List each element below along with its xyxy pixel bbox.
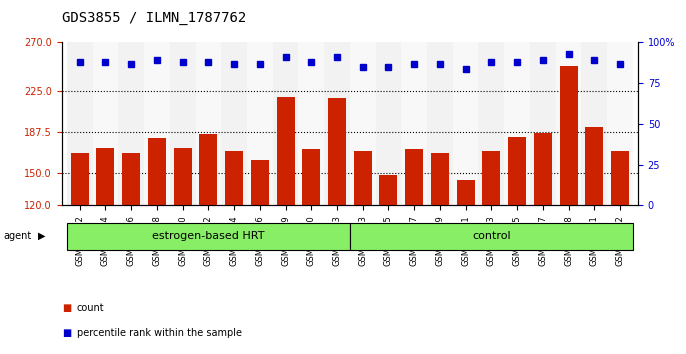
- Bar: [457, 180, 475, 205]
- Text: GDS3855 / ILMN_1787762: GDS3855 / ILMN_1787762: [62, 11, 246, 25]
- Bar: [118, 42, 144, 205]
- Text: control: control: [472, 231, 510, 241]
- Bar: [427, 42, 453, 205]
- Bar: [375, 42, 401, 205]
- Bar: [508, 137, 526, 205]
- Text: count: count: [77, 303, 104, 313]
- Bar: [324, 42, 350, 205]
- Bar: [607, 42, 632, 205]
- Bar: [221, 42, 247, 205]
- Bar: [453, 42, 478, 205]
- Bar: [298, 42, 324, 205]
- Bar: [169, 42, 196, 205]
- Text: estrogen-based HRT: estrogen-based HRT: [152, 231, 265, 241]
- FancyBboxPatch shape: [350, 223, 632, 250]
- Bar: [67, 42, 93, 205]
- Bar: [200, 134, 217, 205]
- Bar: [585, 127, 603, 205]
- Bar: [276, 97, 294, 205]
- Bar: [144, 42, 169, 205]
- Bar: [560, 66, 578, 205]
- Bar: [225, 151, 243, 205]
- Bar: [611, 151, 629, 205]
- Bar: [196, 42, 221, 205]
- Bar: [401, 42, 427, 205]
- Bar: [148, 138, 166, 205]
- Text: ■: ■: [62, 328, 71, 338]
- Bar: [431, 153, 449, 205]
- Text: agent: agent: [3, 231, 32, 241]
- Bar: [97, 148, 115, 205]
- Text: ▶: ▶: [38, 231, 45, 241]
- Bar: [251, 160, 269, 205]
- Bar: [303, 149, 320, 205]
- Bar: [71, 153, 88, 205]
- Bar: [504, 42, 530, 205]
- Bar: [581, 42, 607, 205]
- Bar: [174, 148, 191, 205]
- Bar: [272, 42, 298, 205]
- Bar: [405, 149, 423, 205]
- Bar: [530, 42, 556, 205]
- Bar: [350, 42, 375, 205]
- Bar: [379, 175, 397, 205]
- Text: ■: ■: [62, 303, 71, 313]
- Bar: [247, 42, 272, 205]
- FancyBboxPatch shape: [67, 223, 350, 250]
- Bar: [534, 133, 552, 205]
- Bar: [93, 42, 118, 205]
- Bar: [122, 153, 140, 205]
- Text: percentile rank within the sample: percentile rank within the sample: [77, 328, 242, 338]
- Bar: [328, 98, 346, 205]
- Bar: [556, 42, 581, 205]
- Bar: [482, 151, 500, 205]
- Bar: [478, 42, 504, 205]
- Bar: [354, 151, 372, 205]
